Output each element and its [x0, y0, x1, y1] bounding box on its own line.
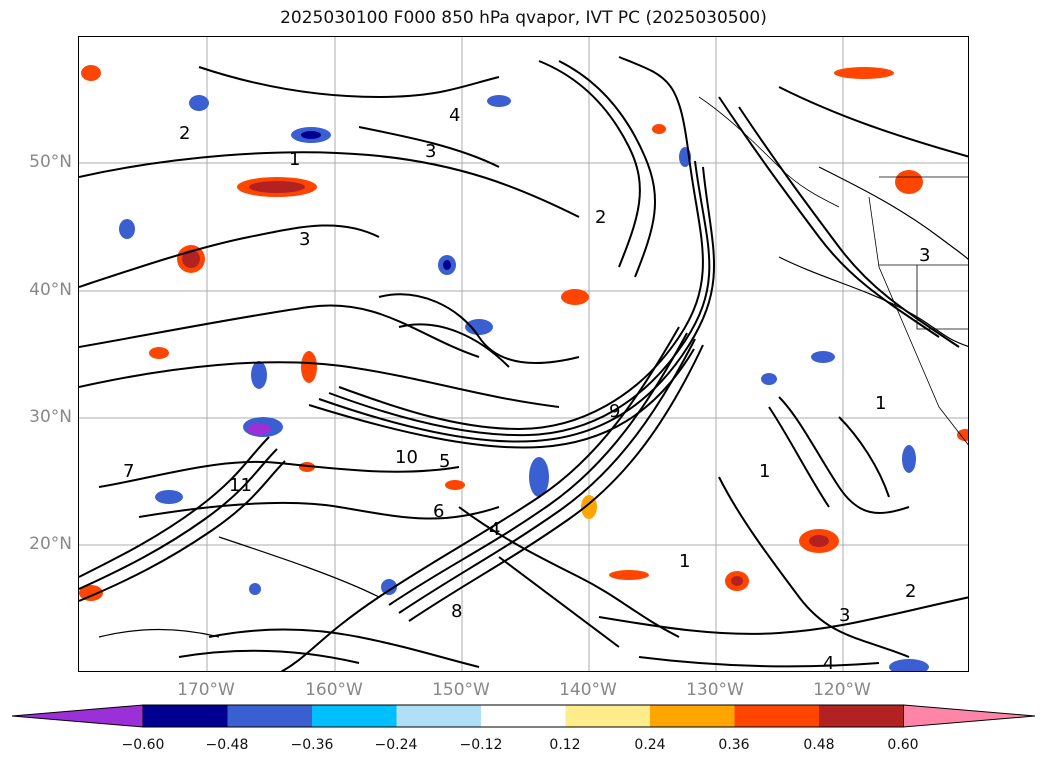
colorbar-cell — [650, 705, 735, 727]
contour-label: 6 — [433, 501, 444, 522]
map-title: 2025030100 F000 850 hPa qvapor, IVT PC (… — [280, 8, 767, 28]
contour-label: 4 — [823, 653, 834, 672]
colorbar-extend-low — [11, 704, 144, 728]
contour-label: 3 — [919, 245, 930, 266]
contour-label: 4 — [449, 105, 460, 126]
contour-label: 11 — [229, 475, 252, 496]
colorbar-tick: −0.12 — [459, 737, 503, 753]
colorbar-cell — [565, 705, 651, 727]
coastline — [698, 96, 968, 446]
colorbar-tick: 0.24 — [634, 737, 666, 753]
contour-label: 3 — [299, 229, 310, 250]
contour-label: 5 — [439, 451, 450, 472]
contour-label: 3 — [839, 605, 850, 626]
contour-label: 4 — [489, 519, 500, 540]
contour-label: 1 — [679, 551, 690, 572]
contour-label: 10 — [395, 447, 418, 468]
colorbar-tick: −0.48 — [205, 737, 249, 753]
map-panel: 1 2 3 4 5 6 7 8 9 10 11 1 3 4 3 3 1 1 4 … — [78, 36, 969, 672]
contour-label: 2 — [179, 123, 190, 144]
lat-label-40: 40°N — [29, 280, 72, 300]
qvapor-anomaly-fill — [79, 65, 968, 671]
colorbar-cell — [819, 705, 904, 727]
colorbar-cell — [396, 705, 482, 727]
lon-label-170w: 170°W — [177, 680, 235, 700]
ivt-contours-thin — [98, 166, 968, 638]
colorbar-cell — [734, 705, 820, 727]
lat-label-50: 50°N — [29, 152, 72, 172]
contour-label-group: 1 2 3 4 5 6 7 8 9 10 11 1 3 4 3 3 1 1 4 … — [123, 105, 930, 672]
colorbar-cell — [312, 705, 397, 727]
colorbar-cell — [227, 705, 313, 727]
colorbar — [11, 704, 1036, 728]
colorbar-tick: −0.24 — [374, 737, 418, 753]
contour-label: 8 — [451, 601, 462, 622]
contour-label: 9 — [609, 401, 620, 422]
ivt-contours — [79, 56, 968, 671]
colorbar-tick: 0.12 — [549, 737, 581, 753]
contour-label: 3 — [425, 141, 436, 162]
colorbar-cell — [143, 705, 228, 727]
contour-label: 1 — [875, 393, 886, 414]
lat-label-30: 30°N — [29, 407, 72, 427]
colorbar-tick: −0.36 — [290, 737, 334, 753]
lon-label-160w: 160°W — [305, 680, 363, 700]
contour-label: 2 — [905, 581, 916, 602]
graticule — [79, 37, 968, 671]
contour-label: 1 — [289, 149, 300, 170]
colorbar-tick: 0.48 — [803, 737, 835, 753]
contour-label: 1 — [759, 461, 770, 482]
lon-label-150w: 150°W — [432, 680, 490, 700]
contour-label: 2 — [595, 207, 606, 228]
colorbar-extend-high — [903, 704, 1036, 728]
lon-label-130w: 130°W — [686, 680, 744, 700]
contour-label: 7 — [123, 461, 134, 482]
colorbar-tick: 0.60 — [887, 737, 919, 753]
lon-label-120w: 120°W — [813, 680, 871, 700]
lon-label-140w: 140°W — [559, 680, 617, 700]
colorbar-cell — [481, 705, 566, 727]
contour-map: 1 2 3 4 5 6 7 8 9 10 11 1 3 4 3 3 1 1 4 … — [79, 37, 968, 672]
colorbar-tick: −0.60 — [121, 737, 165, 753]
colorbar-tick: 0.36 — [718, 737, 750, 753]
lat-label-20: 20°N — [29, 534, 72, 554]
colorbar-border — [142, 704, 904, 728]
